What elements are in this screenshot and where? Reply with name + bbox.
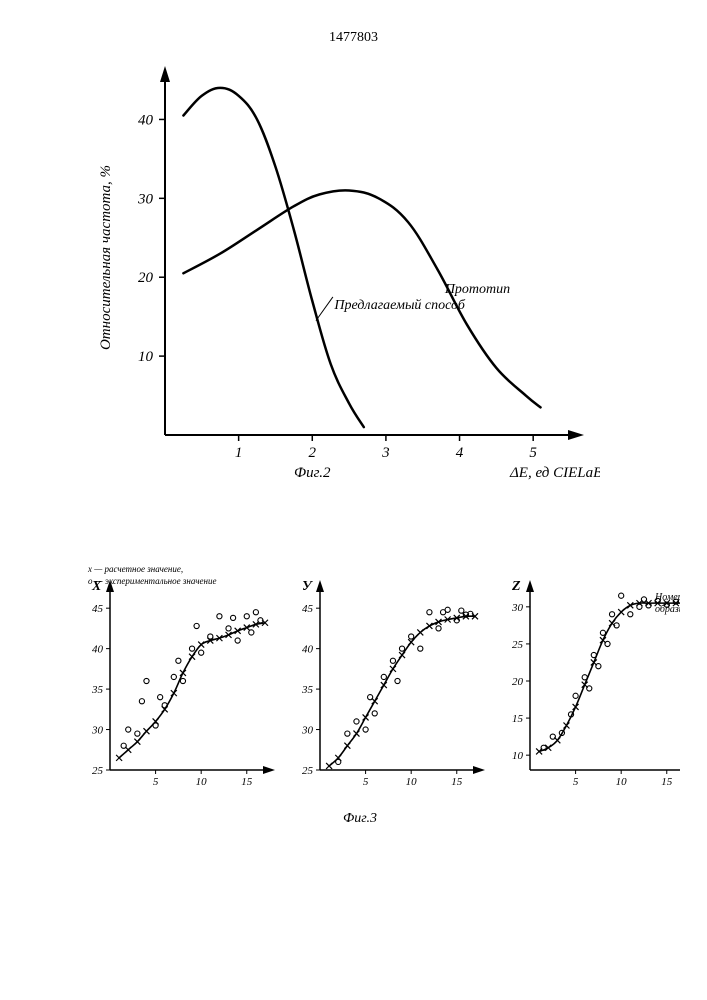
svg-text:Предлагаемый способ: Предлагаемый способ: [333, 298, 465, 313]
svg-text:образца: образца: [655, 604, 680, 615]
figure-2: 1 2 3 4 5 10 20 30 40 ΔE, ед CIELаВ Относительная …: [80, 60, 600, 510]
svg-text:Z: Z: [511, 579, 521, 594]
svg-text:10: 10: [196, 776, 208, 788]
svg-text:30: 30: [511, 602, 524, 614]
svg-text:25: 25: [512, 639, 524, 651]
page-number: 1477803: [329, 30, 378, 46]
svg-text:30: 30: [137, 191, 154, 207]
svg-text:40: 40: [92, 644, 104, 656]
svg-text:3: 3: [381, 445, 390, 461]
svg-text:20: 20: [512, 676, 524, 688]
svg-text:2: 2: [309, 445, 317, 461]
fig3-svg: X510152530354045У510152530354045Z5101510…: [40, 560, 680, 840]
svg-text:5: 5: [153, 776, 159, 788]
svg-text:25: 25: [302, 765, 314, 777]
svg-text:10: 10: [406, 776, 418, 788]
svg-text:15: 15: [512, 713, 524, 725]
svg-text:15: 15: [241, 776, 253, 788]
svg-text:45: 45: [302, 603, 314, 615]
svg-text:5: 5: [529, 445, 537, 461]
svg-text:У: У: [302, 579, 314, 594]
svg-text:35: 35: [301, 684, 314, 696]
svg-text:40: 40: [138, 112, 154, 128]
svg-text:х — расчетное значение,: х — расчетное значение,: [87, 564, 183, 574]
svg-text:45: 45: [92, 603, 104, 615]
svg-text:15: 15: [451, 776, 463, 788]
svg-text:20: 20: [138, 270, 154, 286]
svg-text:30: 30: [301, 725, 314, 737]
svg-text:Номер: Номер: [654, 592, 680, 603]
svg-text:5: 5: [363, 776, 369, 788]
svg-text:Прототип: Прототип: [444, 282, 510, 297]
svg-text:о — экспериментальное значение: о — экспериментальное значение: [88, 576, 216, 586]
svg-text:Относительная частота, %: Относительная частота, %: [98, 165, 114, 350]
svg-text:15: 15: [661, 776, 673, 788]
fig2-svg: 1 2 3 4 5 10 20 30 40 ΔE, ед CIELаВ Относительная …: [80, 60, 600, 510]
svg-text:30: 30: [91, 725, 104, 737]
svg-text:ΔE, ед CIELаВ: ΔE, ед CIELаВ: [509, 465, 600, 481]
svg-text:10: 10: [616, 776, 628, 788]
svg-text:1: 1: [235, 445, 243, 461]
svg-text:Фиг.3: Фиг.3: [343, 811, 377, 826]
svg-text:10: 10: [512, 750, 524, 762]
svg-text:Фиг.2: Фиг.2: [294, 465, 331, 481]
svg-text:40: 40: [302, 644, 314, 656]
svg-text:25: 25: [92, 765, 104, 777]
svg-text:4: 4: [456, 445, 464, 461]
svg-text:5: 5: [573, 776, 579, 788]
svg-text:35: 35: [91, 684, 104, 696]
svg-text:10: 10: [138, 349, 154, 365]
figure-3: X510152530354045У510152530354045Z5101510…: [40, 560, 680, 840]
